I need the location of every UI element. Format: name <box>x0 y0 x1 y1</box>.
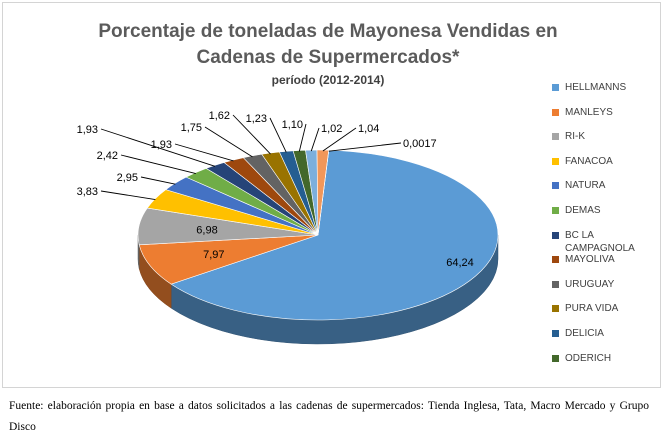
legend-item: NATURA <box>552 179 661 192</box>
legend-item: BC LA CAMPAGNOLA <box>552 229 661 255</box>
leader-line-6 <box>100 128 216 167</box>
legend-label: RI-K <box>565 131 585 143</box>
leader-line-11 <box>298 123 307 152</box>
source-caption: Fuente: elaboración propia en base a dat… <box>9 400 649 433</box>
legend-label: MANLEYS <box>565 106 613 118</box>
data-label-4: 2,95 <box>117 172 138 184</box>
data-label-2: 6,98 <box>196 225 217 237</box>
leader-line-13 <box>322 127 357 152</box>
data-label-13: 1,04 <box>358 123 379 135</box>
leader-line-12 <box>310 127 320 152</box>
legend-label: HELLMANNS <box>565 82 627 93</box>
data-label-5: 2,42 <box>97 150 118 162</box>
legend-label: MAYOLIVA <box>565 254 615 266</box>
legend-label: NATURA <box>565 180 606 192</box>
legend-swatch <box>552 330 559 337</box>
legend-swatch <box>552 231 559 239</box>
leader-line-3 <box>100 190 156 201</box>
data-label-0: 64,24 <box>446 257 474 269</box>
legend-item: DELICIA <box>552 327 661 340</box>
chart-title-line1: Porcentaje de toneladas de Mayonesa Vend… <box>98 21 558 42</box>
chart-subtitle: período (2012-2014) <box>271 73 385 87</box>
legend-item: HELLMANNS <box>552 81 661 94</box>
legend-swatch <box>552 182 559 190</box>
pie-chart: 64,24 7,97 6,98 3,83 2,95 2,42 1,93 1,93 1,75 1,6… <box>77 110 499 345</box>
data-label-10: 1,23 <box>246 113 267 125</box>
legend-label: BC LA CAMPAGNOLA <box>565 229 635 254</box>
legend-item: URUGUAY <box>552 278 661 291</box>
legend-label: PURA VIDA <box>565 303 619 315</box>
data-label-7: 1,93 <box>151 139 172 151</box>
legend-label: ODERICH <box>565 352 612 364</box>
leader-line-10 <box>269 117 287 153</box>
legend-item: PURA VIDA <box>552 302 661 315</box>
legend-label: DEMAS <box>565 205 601 216</box>
legend-swatch <box>552 108 559 116</box>
legend-item: MAYOLIVA <box>552 253 661 266</box>
legend-label: FANACOA <box>565 155 613 167</box>
data-label-6: 1,93 <box>77 124 98 136</box>
data-label-11: 1,10 <box>282 119 303 131</box>
pie-slice-1 <box>138 234 319 285</box>
leader-line-14 <box>328 142 402 152</box>
legend-item: ODERICH <box>552 352 661 365</box>
data-label-12: 1,02 <box>321 123 342 135</box>
chart-title-line2: Cadenas de Supermercados* <box>196 47 460 68</box>
legend-swatch <box>552 157 559 165</box>
data-label-8: 1,75 <box>181 122 202 134</box>
legend-item: MANLEYS <box>552 106 661 119</box>
legend-item: DEMAS <box>552 204 661 217</box>
leader-line-9 <box>232 114 271 155</box>
legend-swatch <box>552 256 559 264</box>
data-label-14: 0,0017 <box>403 138 437 150</box>
legend-label: DELICIA <box>565 328 604 339</box>
legend-item: RI-K <box>552 130 661 143</box>
legend-swatch <box>552 207 559 214</box>
leader-line-7 <box>174 143 234 162</box>
legend-item: FANACOA <box>552 155 661 168</box>
data-label-3: 3,83 <box>77 186 98 198</box>
data-label-1: 7,97 <box>203 249 224 261</box>
legend-swatch <box>552 280 559 288</box>
pie-slice-14 <box>317 149 330 236</box>
legend-swatch <box>552 354 559 362</box>
legend-label: URUGUAY <box>565 278 615 290</box>
leader-line-8 <box>204 126 253 158</box>
leader-line-5 <box>120 154 196 175</box>
legend-swatch <box>552 133 559 141</box>
legend-swatch <box>552 84 559 91</box>
pie-slice-0 <box>170 149 499 321</box>
leader-line-4 <box>140 176 176 185</box>
legend-swatch <box>552 305 559 313</box>
chart-frame: Porcentaje de toneladas de Mayonesa Vend… <box>2 2 661 388</box>
data-label-9: 1,62 <box>209 110 230 122</box>
